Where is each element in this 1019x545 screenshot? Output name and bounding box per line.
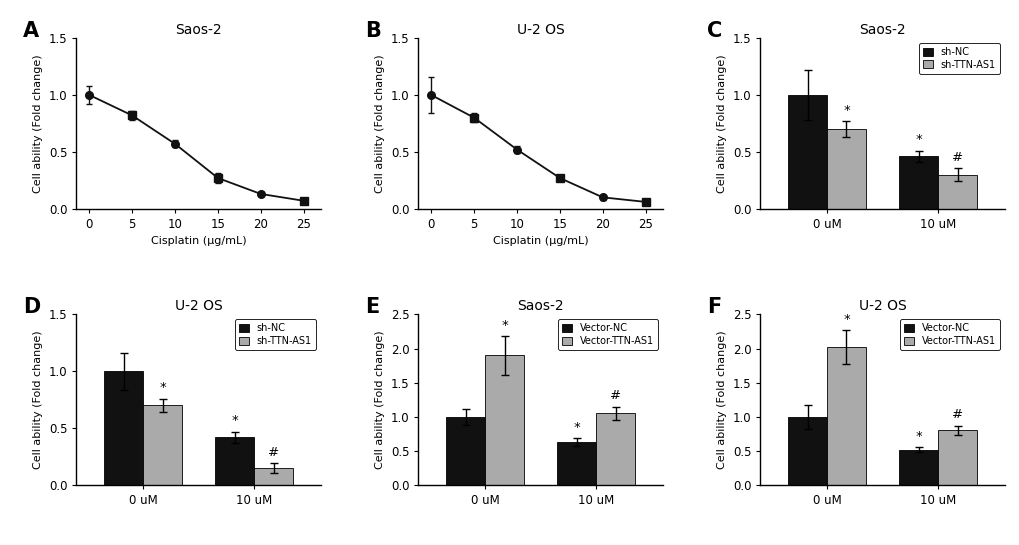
- Title: Saos-2: Saos-2: [858, 23, 905, 37]
- Y-axis label: Cell ability (Fold change): Cell ability (Fold change): [34, 330, 43, 469]
- Text: E: E: [365, 298, 379, 317]
- Text: *: *: [231, 414, 237, 427]
- Legend: sh-NC, sh-TTN-AS1: sh-NC, sh-TTN-AS1: [235, 319, 316, 350]
- Bar: [485, 355, 524, 485]
- Text: #: #: [951, 150, 962, 164]
- Title: U-2 OS: U-2 OS: [858, 299, 906, 313]
- Y-axis label: Cell ability (Fold change): Cell ability (Fold change): [34, 54, 43, 193]
- Text: #: #: [951, 408, 962, 421]
- Text: #: #: [609, 389, 621, 402]
- Bar: [143, 405, 181, 485]
- Text: *: *: [500, 319, 507, 332]
- Title: Saos-2: Saos-2: [175, 23, 222, 37]
- Text: #: #: [268, 446, 279, 459]
- Text: *: *: [573, 421, 580, 434]
- Text: D: D: [22, 298, 40, 317]
- X-axis label: Cisplatin (μg/mL): Cisplatin (μg/mL): [492, 237, 588, 246]
- Legend: sh-NC, sh-TTN-AS1: sh-NC, sh-TTN-AS1: [918, 43, 999, 74]
- Bar: [788, 417, 826, 485]
- Legend: Vector-NC, Vector-TTN-AS1: Vector-NC, Vector-TTN-AS1: [558, 319, 657, 350]
- Text: *: *: [914, 134, 921, 147]
- Text: *: *: [843, 313, 849, 326]
- Title: U-2 OS: U-2 OS: [517, 23, 564, 37]
- Bar: [556, 442, 595, 485]
- Y-axis label: Cell ability (Fold change): Cell ability (Fold change): [375, 330, 385, 469]
- Bar: [899, 450, 937, 485]
- Bar: [826, 347, 865, 485]
- Text: *: *: [914, 429, 921, 443]
- Bar: [445, 417, 485, 485]
- Title: Saos-2: Saos-2: [517, 299, 564, 313]
- Legend: Vector-NC, Vector-TTN-AS1: Vector-NC, Vector-TTN-AS1: [900, 319, 999, 350]
- Bar: [899, 156, 937, 209]
- Text: F: F: [706, 298, 720, 317]
- X-axis label: Cisplatin (μg/mL): Cisplatin (μg/mL): [151, 237, 247, 246]
- Bar: [788, 95, 826, 209]
- Y-axis label: Cell ability (Fold change): Cell ability (Fold change): [716, 54, 727, 193]
- Y-axis label: Cell ability (Fold change): Cell ability (Fold change): [375, 54, 385, 193]
- Bar: [254, 468, 292, 485]
- Text: *: *: [159, 382, 166, 395]
- Text: A: A: [22, 21, 39, 41]
- Title: U-2 OS: U-2 OS: [174, 299, 222, 313]
- Bar: [826, 129, 865, 209]
- Bar: [104, 371, 143, 485]
- Y-axis label: Cell ability (Fold change): Cell ability (Fold change): [716, 330, 727, 469]
- Text: *: *: [843, 104, 849, 117]
- Bar: [937, 174, 976, 209]
- Bar: [215, 437, 254, 485]
- Bar: [937, 431, 976, 485]
- Text: B: B: [365, 21, 380, 41]
- Bar: [595, 414, 635, 485]
- Text: C: C: [706, 21, 721, 41]
